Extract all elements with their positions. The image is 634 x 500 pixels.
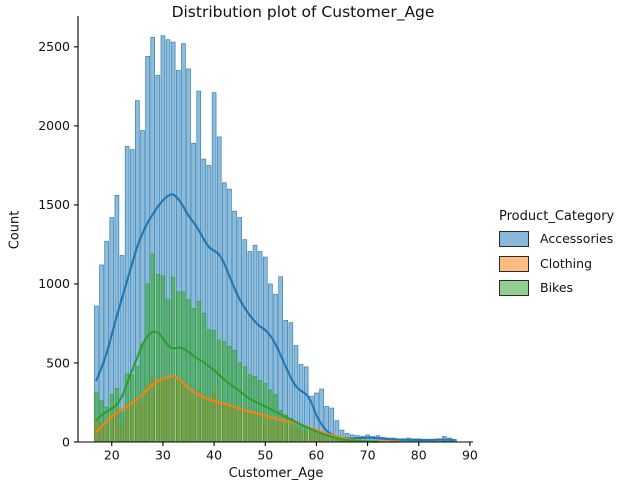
bar [329, 437, 335, 443]
bar [150, 253, 156, 443]
bar [186, 299, 191, 443]
legend-entries: Accessories Clothing Bikes [499, 231, 614, 296]
bar [293, 422, 299, 443]
bar [196, 300, 202, 443]
bar [242, 366, 248, 443]
bar [201, 312, 207, 443]
y-axis: 0 500 1000 1500 2000 2500 [38, 39, 78, 449]
x-axis-label: Customer_Age [228, 466, 324, 481]
bar [191, 308, 196, 443]
bar [232, 349, 237, 443]
legend-swatch-accessories [499, 231, 529, 247]
bar [160, 275, 166, 443]
y-tick-label: 0 [62, 434, 70, 449]
bar [252, 376, 258, 443]
bar [211, 330, 217, 443]
legend-entry: Clothing [499, 255, 614, 272]
legend-entry-label: Accessories [540, 231, 614, 246]
legend-entry-label: Bikes [540, 280, 574, 295]
kde-line-accessories [95, 193, 456, 442]
bar [129, 375, 135, 443]
x-tick-label: 80 [411, 448, 427, 463]
bar [216, 339, 222, 443]
y-tick-label: 1500 [38, 197, 70, 212]
bar [319, 433, 324, 443]
bar [262, 383, 268, 443]
bar [298, 425, 304, 443]
bar [237, 362, 242, 443]
x-tick-label: 70 [360, 448, 376, 463]
bars-accessories [94, 35, 457, 443]
bar [135, 365, 140, 443]
bar [181, 291, 186, 443]
bar [175, 291, 181, 443]
legend-title: Product_Category [499, 209, 615, 224]
bar [324, 435, 329, 443]
bar [170, 277, 176, 443]
legend-entry: Bikes [499, 280, 614, 296]
y-tick-label: 1000 [38, 276, 70, 291]
bar [303, 426, 309, 443]
x-tick-label: 20 [104, 448, 120, 463]
x-tick-label: 30 [155, 448, 171, 463]
bar [227, 346, 232, 443]
kde-line-bikes [95, 330, 379, 443]
legend: Product_Category Accessories Clothing Bike… [499, 209, 614, 305]
bar [206, 329, 212, 443]
bar [222, 341, 227, 443]
y-axis-label: Count [7, 210, 23, 250]
x-tick-label: 50 [257, 448, 273, 463]
bar [99, 400, 104, 443]
bar [155, 274, 161, 443]
bar [283, 414, 289, 443]
bar [165, 299, 171, 443]
legend-entry-label: Clothing [540, 255, 593, 271]
legend-swatch-clothing [499, 255, 529, 272]
x-tick-label: 60 [308, 448, 324, 463]
x-axis: 20 30 40 50 60 70 80 90 [104, 442, 478, 463]
legend-entry: Accessories [499, 231, 614, 247]
chart-title: Distribution plot of Customer_Age [171, 3, 435, 21]
legend-swatch-bikes [499, 280, 529, 296]
x-tick-label: 40 [206, 448, 222, 463]
bar [119, 411, 125, 443]
x-tick-label: 90 [462, 448, 478, 463]
bar [257, 380, 263, 443]
bar [145, 283, 150, 443]
y-tick-label: 2500 [38, 39, 70, 54]
y-tick-label: 500 [46, 355, 70, 370]
y-tick-label: 2000 [38, 118, 70, 133]
bar [247, 374, 253, 443]
